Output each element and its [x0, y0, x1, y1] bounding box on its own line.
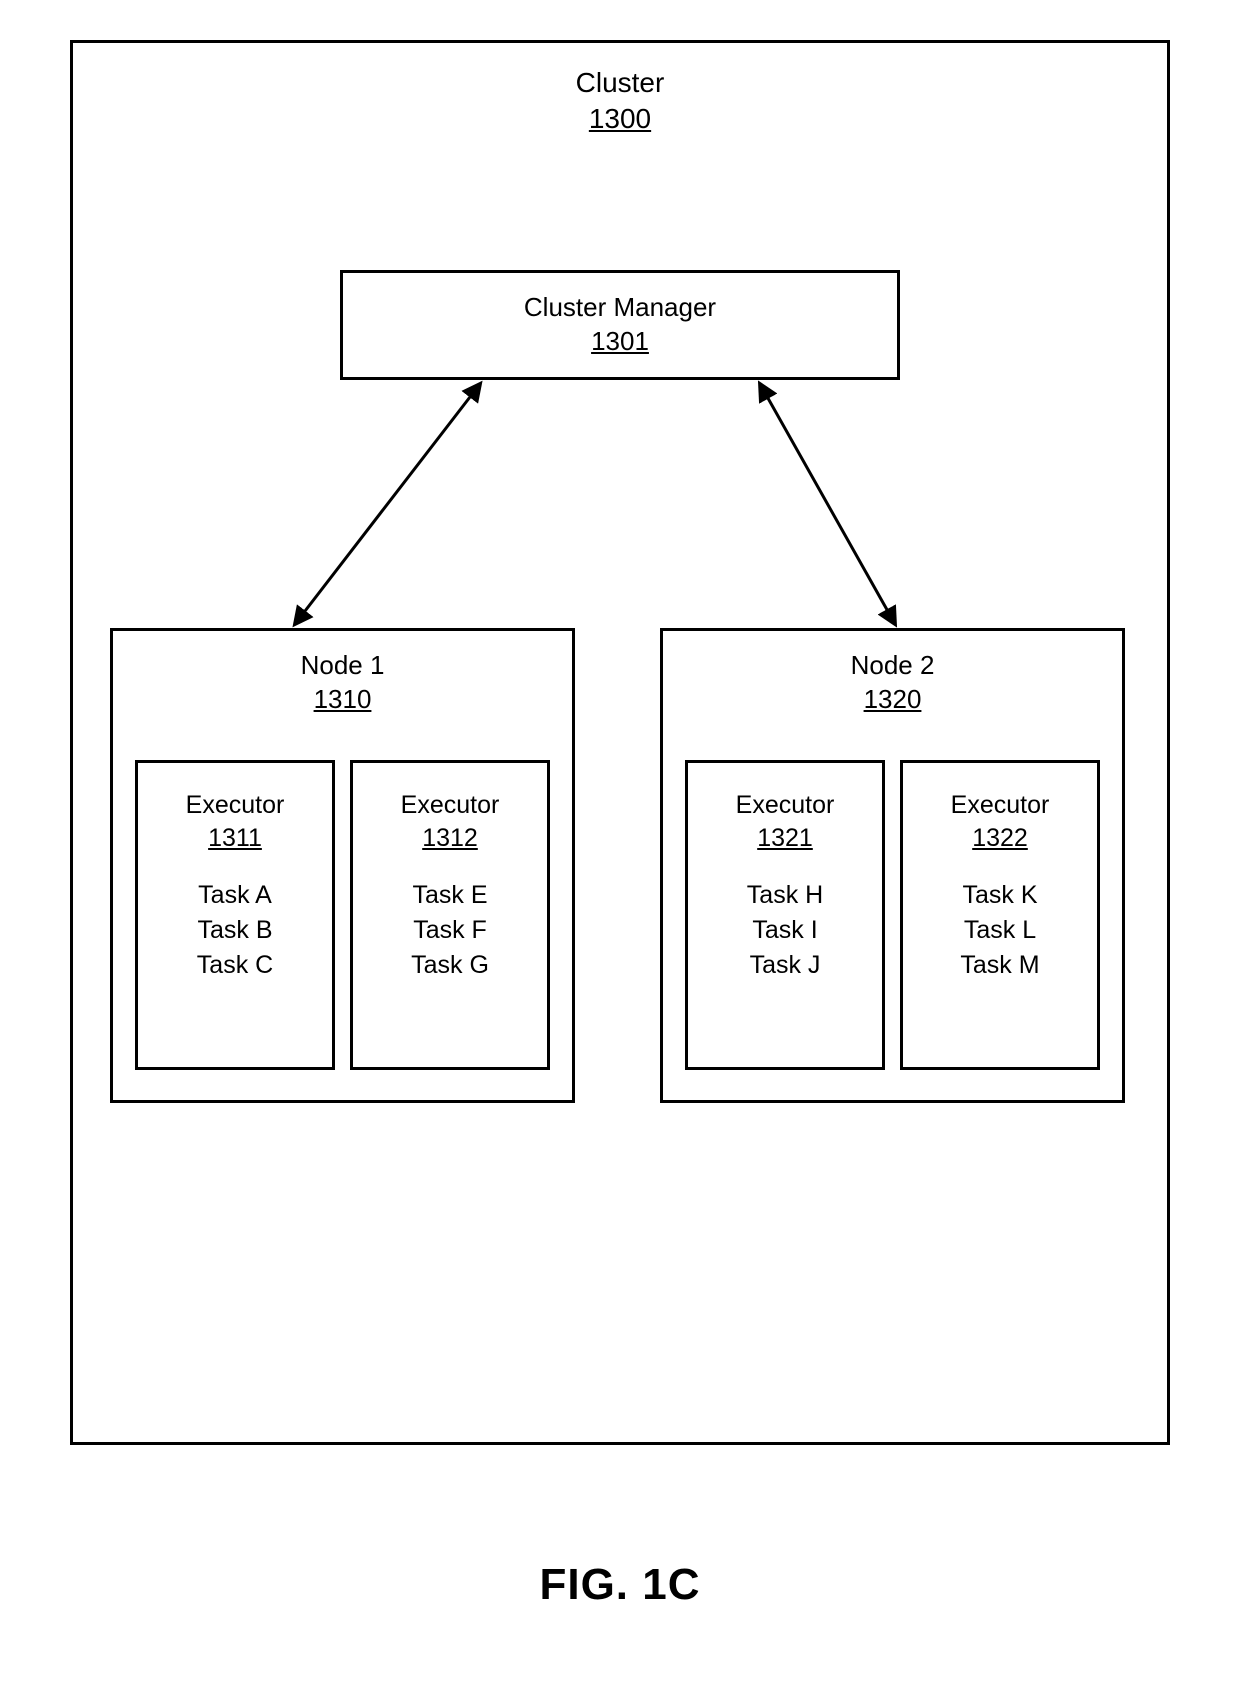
task-item: Task J: [688, 948, 882, 983]
task-item: Task M: [903, 948, 1097, 983]
node-1-ref: 1310: [113, 683, 572, 717]
task-item: Task H: [688, 878, 882, 913]
cluster-manager-ref: 1301: [343, 325, 897, 359]
executor-1312-tasks: Task E Task F Task G: [353, 854, 547, 983]
cluster-ref: 1300: [73, 101, 1167, 137]
executor-1311-tasks: Task A Task B Task C: [138, 854, 332, 983]
executor-1321-title: Executor 1321: [688, 763, 882, 854]
executor-1312-ref: 1312: [353, 822, 547, 855]
executor-1311-title: Executor 1311: [138, 763, 332, 854]
task-item: Task L: [903, 913, 1097, 948]
executor-1321-tasks: Task H Task I Task J: [688, 854, 882, 983]
node-1-label: Node 1: [113, 649, 572, 683]
executor-1322-tasks: Task K Task L Task M: [903, 854, 1097, 983]
executor-1312-title: Executor 1312: [353, 763, 547, 854]
diagram-canvas: Cluster 1300 Cluster Manager 1301 Node 1…: [0, 0, 1240, 1697]
executor-1322-box: Executor 1322 Task K Task L Task M: [900, 760, 1100, 1070]
node-1-title: Node 1 1310: [113, 631, 572, 717]
executor-1321-box: Executor 1321 Task H Task I Task J: [685, 760, 885, 1070]
cluster-manager-box: Cluster Manager 1301: [340, 270, 900, 380]
node-2-ref: 1320: [663, 683, 1122, 717]
executor-1311-label: Executor: [138, 789, 332, 822]
node-2-label: Node 2: [663, 649, 1122, 683]
executor-1312-box: Executor 1312 Task E Task F Task G: [350, 760, 550, 1070]
cluster-title-block: Cluster 1300: [73, 65, 1167, 138]
task-item: Task E: [353, 878, 547, 913]
cluster-manager-label: Cluster Manager: [343, 291, 897, 325]
cluster-manager-title: Cluster Manager 1301: [343, 273, 897, 359]
executor-1321-ref: 1321: [688, 822, 882, 855]
executor-1321-label: Executor: [688, 789, 882, 822]
node-2-title: Node 2 1320: [663, 631, 1122, 717]
task-item: Task I: [688, 913, 882, 948]
task-item: Task K: [903, 878, 1097, 913]
figure-label: FIG. 1C: [0, 1560, 1240, 1610]
executor-1311-box: Executor 1311 Task A Task B Task C: [135, 760, 335, 1070]
task-item: Task B: [138, 913, 332, 948]
executor-1322-ref: 1322: [903, 822, 1097, 855]
executor-1311-ref: 1311: [138, 822, 332, 855]
task-item: Task F: [353, 913, 547, 948]
executor-1322-title: Executor 1322: [903, 763, 1097, 854]
task-item: Task A: [138, 878, 332, 913]
executor-1322-label: Executor: [903, 789, 1097, 822]
executor-1312-label: Executor: [353, 789, 547, 822]
task-item: Task G: [353, 948, 547, 983]
cluster-label: Cluster: [73, 65, 1167, 101]
task-item: Task C: [138, 948, 332, 983]
